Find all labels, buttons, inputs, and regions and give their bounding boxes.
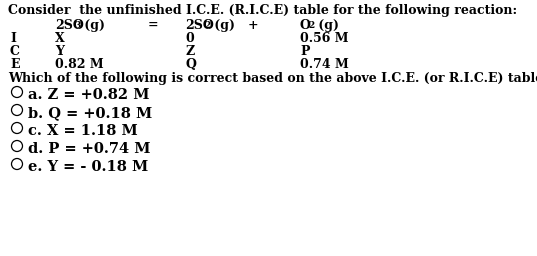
Text: b. Q = +0.18 M: b. Q = +0.18 M	[27, 106, 152, 120]
Text: (g): (g)	[80, 19, 105, 32]
Text: 2: 2	[308, 21, 314, 30]
Text: 2SO: 2SO	[185, 19, 214, 32]
Text: 2: 2	[204, 21, 211, 30]
Text: 3: 3	[74, 21, 81, 30]
Text: +: +	[248, 19, 259, 32]
Text: c. X = 1.18 M: c. X = 1.18 M	[27, 124, 137, 138]
Text: Which of the following is correct based on the above I.C.E. (or R.I.C.E) table?: Which of the following is correct based …	[8, 72, 537, 85]
Text: (g): (g)	[314, 19, 339, 32]
Text: Z: Z	[185, 45, 194, 58]
Text: a. Z = +0.82 M: a. Z = +0.82 M	[27, 88, 149, 102]
Text: =: =	[148, 19, 158, 32]
Text: (g): (g)	[210, 19, 235, 32]
Text: 0.74 M: 0.74 M	[300, 58, 349, 71]
Text: 2SO: 2SO	[55, 19, 84, 32]
Text: 0.56 M: 0.56 M	[300, 32, 349, 45]
Text: O: O	[300, 19, 311, 32]
Text: C: C	[10, 45, 20, 58]
Text: 0: 0	[185, 32, 194, 45]
Text: d. P = +0.74 M: d. P = +0.74 M	[27, 142, 150, 156]
Text: I: I	[10, 32, 16, 45]
Text: Y: Y	[55, 45, 64, 58]
Text: P: P	[300, 45, 309, 58]
Text: Q: Q	[185, 58, 196, 71]
Text: 0.82 M: 0.82 M	[55, 58, 104, 71]
Text: E: E	[10, 58, 19, 71]
Text: X: X	[55, 32, 65, 45]
Text: Consider  the unfinished I.C.E. (R.I.C.E) table for the following reaction:: Consider the unfinished I.C.E. (R.I.C.E)…	[8, 4, 517, 17]
Text: e. Y = - 0.18 M: e. Y = - 0.18 M	[27, 160, 148, 174]
